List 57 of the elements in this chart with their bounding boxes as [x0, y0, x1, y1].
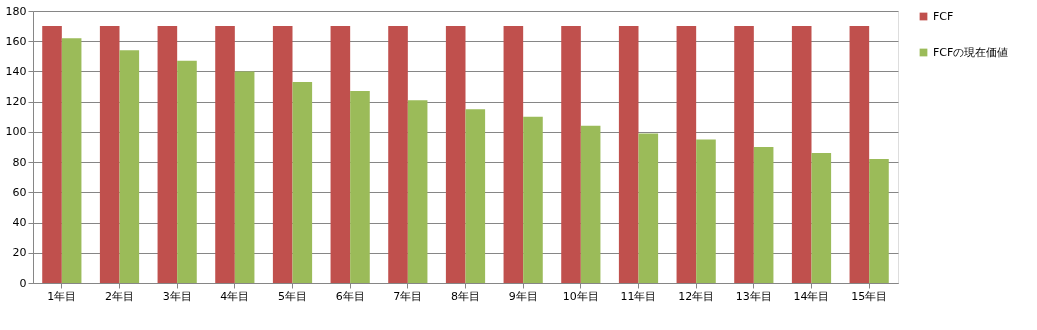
bar: [618, 26, 639, 283]
y-tick-label: 160: [5, 34, 27, 48]
bar: [215, 26, 235, 283]
bar: [811, 153, 832, 283]
y-tick-label: 60: [12, 185, 27, 199]
bar: [561, 26, 581, 283]
bar: [61, 38, 82, 283]
bar: [523, 116, 543, 283]
bar: [272, 26, 293, 283]
bar: [119, 50, 140, 283]
bar: [388, 26, 408, 283]
bar: [869, 159, 889, 283]
bar: [465, 109, 486, 283]
x-tick-label: 9年目: [508, 289, 538, 303]
x-tick-label: 7年目: [393, 289, 423, 303]
bar: [580, 125, 601, 283]
x-tick-label: 14年目: [793, 289, 830, 303]
bar: [157, 26, 178, 283]
y-tick-label: 40: [12, 216, 27, 230]
x-tick-label: 4年目: [220, 289, 250, 303]
bar: [638, 133, 659, 283]
y-tick-label: 140: [5, 64, 27, 78]
bar: [445, 26, 466, 283]
legend-label: FCF: [933, 9, 954, 23]
x-tick-label: 1年目: [47, 289, 77, 303]
bar: [734, 26, 754, 283]
x-tick-label: 2年目: [105, 289, 134, 303]
bar: [99, 26, 120, 283]
bar: [503, 26, 524, 283]
bar: [292, 82, 313, 283]
bar: [234, 71, 255, 283]
bar: [676, 26, 697, 283]
bar: [330, 26, 351, 283]
bar: [42, 26, 62, 283]
bar: [350, 91, 370, 283]
x-tick-label: 10年目: [562, 289, 599, 303]
x-tick-label: 3年目: [162, 289, 192, 303]
bar: [177, 60, 197, 283]
y-tick-label: 0: [19, 276, 27, 290]
legend-label: FCFの現在価値: [933, 45, 1009, 59]
bar: [753, 147, 774, 283]
y-tick-label: 180: [5, 4, 27, 18]
x-tick-label: 13年目: [735, 289, 772, 303]
bar: [696, 139, 716, 283]
x-tick-label: 15年目: [851, 289, 888, 303]
y-tick-label: 80: [12, 155, 27, 169]
x-tick-label: 6年目: [335, 289, 365, 303]
x-tick-label: 11年目: [620, 289, 657, 303]
x-tick-label: 8年目: [451, 289, 480, 303]
bar: [849, 26, 870, 283]
y-tick-label: 120: [5, 95, 27, 109]
x-tick-label: 5年目: [278, 289, 307, 303]
y-tick-label: 20: [12, 246, 27, 260]
x-tick-label: 12年目: [678, 289, 715, 303]
y-tick-label: 100: [5, 125, 27, 139]
bar: [791, 26, 812, 283]
bar: [407, 100, 428, 283]
